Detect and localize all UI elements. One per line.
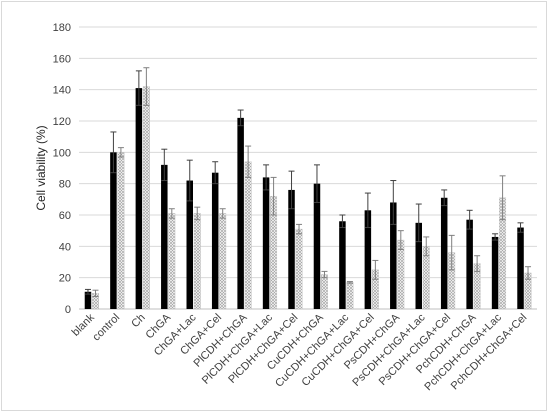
bar-solid <box>237 117 244 309</box>
y-tick-label: 40 <box>59 241 71 253</box>
bar-solid <box>262 177 270 309</box>
y-tick-label: 120 <box>53 116 71 128</box>
bar-hatched <box>244 161 252 310</box>
bar-solid <box>466 219 473 309</box>
y-tick-label: 160 <box>53 53 71 65</box>
y-tick-label: 140 <box>53 85 71 97</box>
bar-solid <box>517 227 524 309</box>
y-tick-label: 60 <box>59 210 71 222</box>
bar-solid <box>135 88 143 309</box>
bar-solid <box>84 291 92 309</box>
bar-hatched <box>142 86 150 310</box>
bar-hatched <box>117 152 125 310</box>
bar-solid <box>491 236 499 309</box>
y-tick-label: 180 <box>53 22 71 34</box>
bars <box>84 86 532 310</box>
error-bars <box>84 67 532 297</box>
y-axis-title: Cell viability (%) <box>34 125 48 210</box>
y-tick-label: 100 <box>53 147 71 159</box>
bar-solid <box>186 180 193 309</box>
x-tick-label: control <box>90 312 122 344</box>
bar-hatched <box>219 213 227 310</box>
bar-solid <box>110 152 117 309</box>
y-tick-label: 0 <box>65 304 71 316</box>
bar-solid <box>211 172 219 309</box>
y-tick-label: 20 <box>59 273 71 285</box>
bar-hatched <box>397 239 405 310</box>
bar-solid <box>390 202 397 309</box>
bar-hatched <box>168 213 176 310</box>
x-tick-label: Ch <box>129 312 147 330</box>
bar-solid <box>440 197 448 309</box>
bar-solid <box>339 221 346 309</box>
bar-solid <box>313 183 321 309</box>
y-tick-label: 80 <box>59 179 71 191</box>
bar-solid <box>364 210 372 309</box>
y-tick-labels: 0 20 40 60 80 100 120 140 160 180 <box>53 22 71 316</box>
bar-hatched <box>295 228 303 310</box>
bar-solid <box>161 164 168 309</box>
bar-hatched <box>346 282 354 310</box>
bar-hatched <box>321 274 328 310</box>
bar-solid <box>288 189 295 309</box>
bar-hatched <box>193 213 201 310</box>
gridlines <box>79 26 537 310</box>
bar-solid <box>415 222 422 309</box>
